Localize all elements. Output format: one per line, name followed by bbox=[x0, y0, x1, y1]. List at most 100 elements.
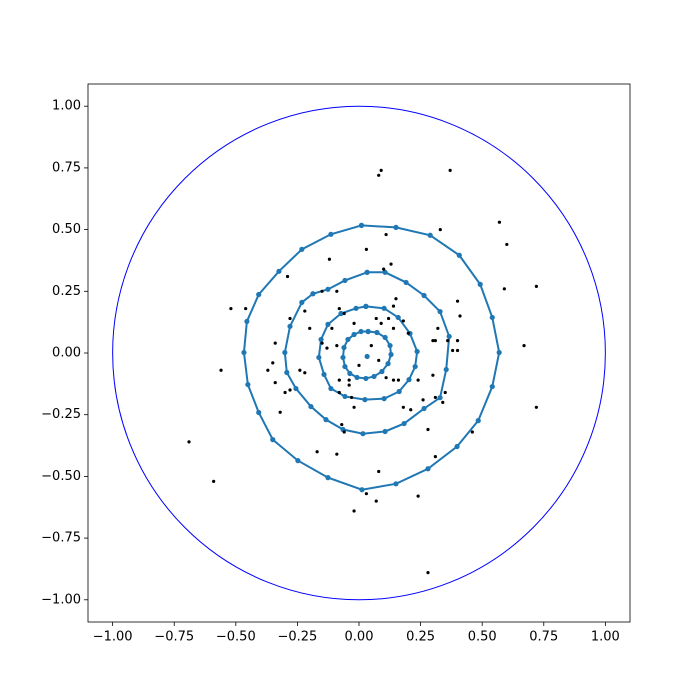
scatter-point bbox=[347, 378, 351, 382]
scatter-point bbox=[416, 494, 420, 498]
scatter-point bbox=[389, 262, 393, 266]
contour-marker bbox=[387, 342, 393, 349]
contour-marker bbox=[328, 385, 334, 392]
contour-marker bbox=[308, 403, 314, 410]
contour-marker bbox=[443, 366, 449, 373]
scatter-point bbox=[502, 287, 506, 291]
contour-marker bbox=[388, 351, 394, 358]
contour-marker bbox=[489, 383, 495, 390]
scatter-point bbox=[433, 339, 437, 343]
y-tick-label: 1.00 bbox=[52, 99, 81, 114]
contour-marker bbox=[358, 222, 365, 229]
scatter-point bbox=[374, 499, 378, 503]
scatter-point bbox=[285, 274, 290, 279]
x-tick-label: 0.00 bbox=[345, 630, 374, 645]
contour-marker bbox=[323, 417, 329, 423]
contour-marker bbox=[364, 353, 370, 360]
scatter-point bbox=[212, 479, 216, 483]
contour-marker bbox=[477, 281, 483, 287]
x-tick-label: 0.25 bbox=[406, 630, 435, 645]
scatter-point bbox=[401, 319, 405, 323]
scatter-point bbox=[436, 326, 440, 330]
contour-marker bbox=[421, 292, 427, 299]
contour-marker bbox=[310, 291, 316, 297]
y-tick-label: −0.25 bbox=[41, 407, 81, 422]
scatter-point bbox=[364, 247, 368, 251]
contour-marker bbox=[342, 277, 348, 284]
scatter-point bbox=[303, 371, 307, 375]
scatter-point bbox=[283, 390, 287, 395]
scatter-point bbox=[433, 455, 437, 459]
scatter-point bbox=[347, 383, 351, 387]
contour-marker bbox=[345, 336, 351, 343]
scatter-point bbox=[369, 343, 373, 348]
scatter-point bbox=[433, 395, 437, 400]
x-tick-label: −0.50 bbox=[216, 630, 256, 645]
scatter-point bbox=[273, 381, 277, 385]
scatter-point bbox=[340, 422, 344, 427]
scatter-point bbox=[352, 321, 356, 325]
scatter-point bbox=[384, 376, 388, 380]
contour-marker bbox=[338, 310, 344, 317]
contour-marker bbox=[382, 428, 388, 435]
contour-marker bbox=[282, 349, 288, 356]
scatter-point bbox=[458, 314, 462, 318]
scatter-point bbox=[335, 289, 339, 293]
contour-marker bbox=[454, 443, 460, 450]
scatter-point bbox=[401, 405, 405, 409]
scatter-point bbox=[335, 343, 339, 348]
x-tick-label: 1.00 bbox=[591, 630, 620, 645]
contour-marker bbox=[244, 318, 250, 325]
reference-circle bbox=[112, 105, 606, 601]
scatter-point bbox=[244, 306, 248, 311]
scatter-point bbox=[219, 368, 223, 372]
scatter-point bbox=[352, 405, 356, 409]
contour-marker bbox=[425, 466, 431, 472]
contour-marker bbox=[284, 369, 290, 376]
scatter-point bbox=[229, 306, 233, 311]
scatter-point bbox=[446, 339, 450, 343]
contour-marker bbox=[354, 374, 360, 381]
contour-marker bbox=[437, 395, 443, 401]
contour-marker bbox=[475, 418, 481, 424]
scatter-point bbox=[384, 232, 388, 237]
y-tick-label: 0.75 bbox=[52, 160, 81, 175]
scatter-point bbox=[266, 368, 270, 372]
scatter-point bbox=[352, 509, 356, 513]
scatter-point bbox=[438, 228, 442, 232]
contour-marker bbox=[295, 458, 301, 464]
contour-marker bbox=[393, 224, 399, 230]
contour-marker bbox=[256, 409, 262, 416]
scatter-point bbox=[315, 450, 319, 454]
scatter-point bbox=[451, 348, 455, 353]
scatter-point bbox=[187, 440, 191, 444]
scatter-point bbox=[350, 395, 354, 400]
y-tick-label: −0.50 bbox=[41, 469, 81, 484]
scatter-point bbox=[337, 306, 341, 311]
contour-marker bbox=[293, 385, 299, 392]
scatter-point bbox=[409, 408, 413, 412]
scatter-point bbox=[391, 326, 396, 330]
scatter-point bbox=[379, 168, 383, 172]
contour-marker bbox=[318, 336, 324, 343]
scatter-point bbox=[441, 400, 445, 404]
scatter-point bbox=[330, 326, 334, 330]
scatter-point bbox=[396, 378, 401, 382]
scatter-point bbox=[505, 242, 509, 247]
scatter-point bbox=[298, 368, 302, 372]
contour-marker bbox=[342, 393, 348, 400]
contour-marker bbox=[325, 475, 331, 481]
contour-marker bbox=[379, 368, 385, 375]
scatter-point bbox=[406, 331, 410, 335]
x-tick-label: 0.50 bbox=[468, 630, 497, 645]
x-tick-label: −1.00 bbox=[93, 630, 133, 645]
scatter-point bbox=[288, 316, 292, 321]
scatter-point bbox=[342, 311, 346, 316]
contour-marker bbox=[328, 231, 334, 237]
contour-marker bbox=[395, 314, 401, 321]
scatter-point bbox=[431, 339, 435, 343]
scatter-point bbox=[386, 316, 391, 321]
contour-marker bbox=[412, 363, 418, 370]
